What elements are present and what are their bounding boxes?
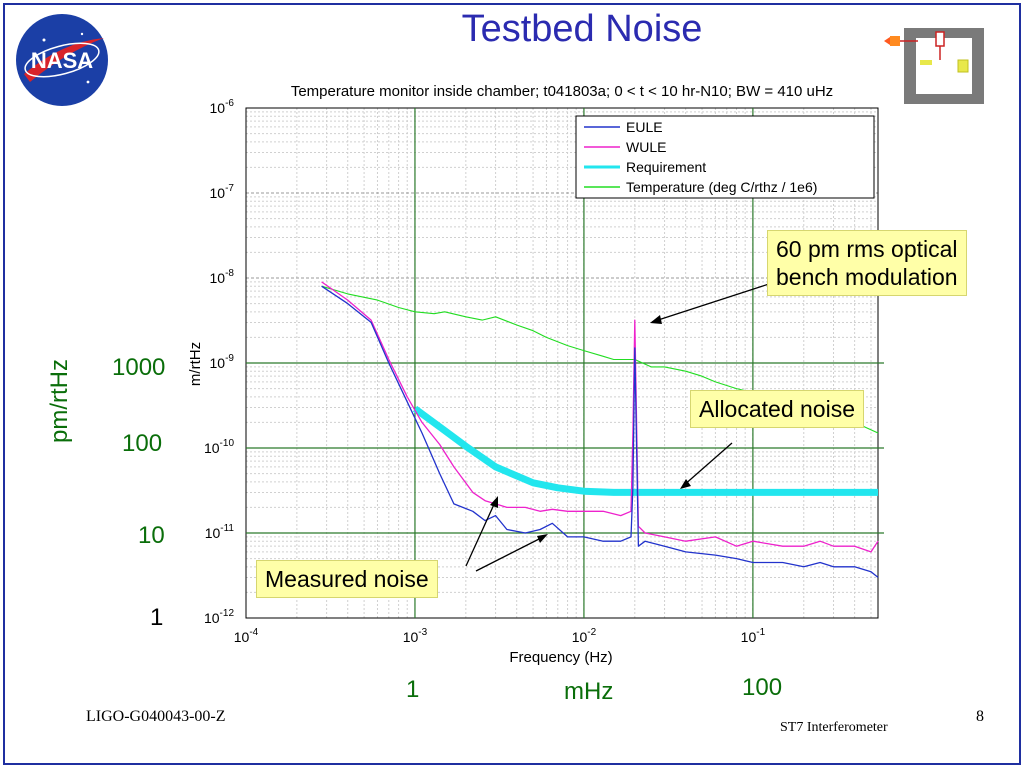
measured-noise-callout: Measured noise <box>256 560 438 598</box>
modulation-callout: 60 pm rms optical bench modulation <box>767 230 967 296</box>
y-tick-label: 10-9 <box>210 353 235 371</box>
series-line-wule <box>321 281 879 553</box>
y-tick-label: 10-8 <box>210 268 235 286</box>
legend-label: Temperature (deg C/rthz / 1e6) <box>626 179 817 195</box>
y-tick-label: 10-11 <box>205 523 235 541</box>
legend-label: WULE <box>626 139 666 155</box>
y-overlay-1000: 1000 <box>112 354 166 381</box>
modulation-callout-line1: 60 pm rms optical <box>776 236 958 262</box>
slide-title: Testbed Noise <box>461 8 703 50</box>
footer-project: ST7 Interferometer <box>780 720 888 735</box>
allocated-noise-callout: Allocated noise <box>690 390 864 428</box>
series-line-eule <box>321 285 879 578</box>
series-line-requirement <box>412 405 878 496</box>
x-tick-label: 10-3 <box>403 627 428 645</box>
y-tick-label: 10-12 <box>204 608 234 626</box>
y-axis-label: m/rtHz <box>187 342 204 386</box>
legend-label: EULE <box>626 119 663 135</box>
axis-ticks: 10-4 10-3 10-2 10-1 10-6 10-7 10-8 10-9 10-10 10-… <box>204 98 766 645</box>
y-overlay-unit: pm/rtHz <box>46 359 73 443</box>
slide-frame <box>3 3 1021 765</box>
x-overlay-unit: mHz <box>564 678 614 705</box>
interferometer-icon <box>884 28 984 104</box>
x-overlay-1: 1 <box>406 676 420 703</box>
y-overlay-100: 100 <box>122 430 163 457</box>
x-tick-label: 10-2 <box>572 627 597 645</box>
logo-text: NASA <box>31 48 93 73</box>
legend-box <box>575 115 875 199</box>
nasa-logo: NASA <box>16 14 108 106</box>
x-overlay-100: 100 <box>742 674 783 701</box>
y-tick-label: 10-6 <box>210 98 235 116</box>
modulation-callout-line2: bench modulation <box>776 264 958 290</box>
footer-document-id: LIGO-G040043-00-Z <box>86 708 226 725</box>
y-overlay-10: 10 <box>138 522 165 549</box>
x-axis-label: Frequency (Hz) <box>509 649 612 666</box>
chart-title: Temperature monitor inside chamber; t041… <box>291 83 833 100</box>
x-tick-label: 10-1 <box>741 627 766 645</box>
chart-legend: EULE WULE Requirement Temperature (deg C/rt… <box>575 115 875 199</box>
y-tick-label: 10-7 <box>210 183 235 201</box>
footer-page-number: 8 <box>976 708 984 725</box>
y-tick-label: 10-10 <box>204 438 234 456</box>
legend-label: Requirement <box>626 159 706 175</box>
annotation-arrows <box>465 282 773 572</box>
y-overlay-1: 1 <box>150 604 164 631</box>
x-tick-label: 10-4 <box>234 627 259 645</box>
